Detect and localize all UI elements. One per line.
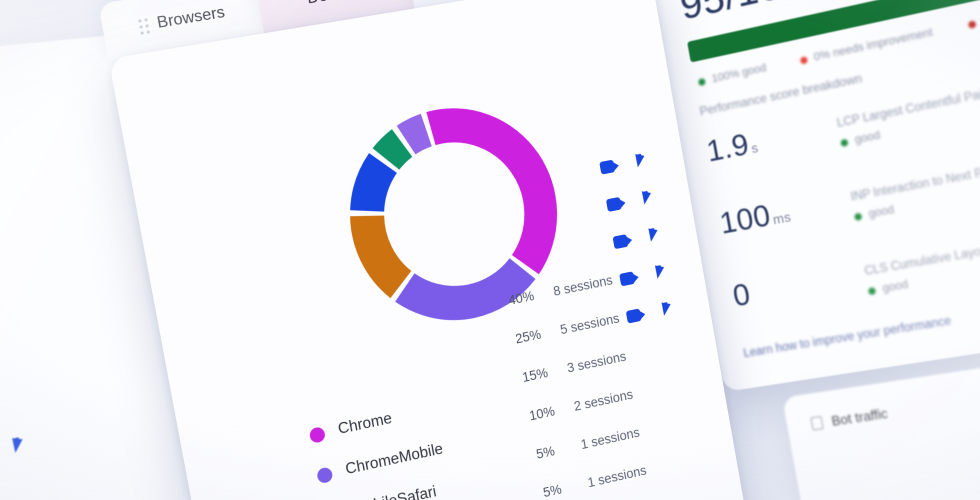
cursor-icon[interactable] [10,438,23,454]
value-percent: 5% [535,443,556,462]
value-sessions: 5 sessions [559,310,621,338]
icon-row[interactable] [625,302,671,324]
legend-poor: 0% poor [967,6,980,31]
cursor-icon[interactable] [639,191,651,206]
status-dot [840,138,849,147]
video-icon[interactable] [612,234,629,250]
icon-row[interactable] [612,228,658,250]
metric-meta: LCP Largest Contentful Paint good [835,78,980,149]
browsers-panel: Browsers Devices Chrome [54,0,793,500]
donut-segment-chromemobile[interactable] [405,264,527,313]
icon-row[interactable] [619,265,665,287]
legend-swatch [316,465,334,484]
metric-code: LCP [836,113,861,130]
value-sessions: 3 sessions [565,348,628,376]
list-item[interactable]: 1 [0,436,23,478]
donut-segment-chrome[interactable] [431,112,550,278]
legend-item-mobilesafari[interactable]: MobileSafari [323,480,452,500]
legend-swatch [967,19,977,29]
value-row: 10% 2 sessions [528,387,634,423]
legend-label: Chrome [336,409,394,438]
legend-label: ChromeMobile [344,440,445,479]
legend-swatch [799,55,808,65]
status-label: good [867,203,896,221]
video-icon[interactable] [619,271,636,287]
value-sessions: 1 sessions [579,424,641,453]
donut-segment-edge[interactable] [359,163,391,211]
bot-traffic-title: Bot traffic [810,405,889,431]
status-dot [867,286,877,295]
value-row: 5% 1 sessions [535,425,641,462]
icon-row[interactable] [599,154,645,175]
value-sessions: 2 sessions [572,386,635,414]
metric-code: CLS [863,261,889,278]
donut-segment-safari[interactable] [384,143,405,159]
status-label: good [881,278,910,295]
value-percent: 15% [521,365,550,385]
browsers-legend: Chrome ChromeMobile MobileSafari Edge Sa… [308,401,466,500]
cursor-icon[interactable] [659,302,671,317]
tab-devices-label: Devices [306,0,365,8]
tab-browsers-label: Browsers [155,3,227,32]
value-sessions: 1 sessions [586,462,648,491]
cursor-icon[interactable] [646,228,658,243]
video-icon[interactable] [599,159,616,175]
bot-traffic-label: Bot traffic [830,405,889,429]
value-row: 15% 3 sessions [521,349,627,385]
status-dot [853,212,863,221]
metric-code: INP [849,187,872,204]
drag-handle-icon[interactable] [137,17,150,35]
video-icon[interactable] [625,308,642,324]
icon-row[interactable] [605,191,651,212]
donut-segment-mobilesafari[interactable] [366,212,401,289]
value-row: 5% 1 sessions [542,463,648,500]
cursor-icon[interactable] [633,154,645,169]
value-percent: 5% [541,481,563,500]
robot-icon [810,415,824,431]
video-icon[interactable] [605,196,622,212]
metric-unit: ms [771,209,793,228]
browsers-card: Chrome ChromeMobile MobileSafari Edge Sa… [108,0,751,500]
donut-segment-other[interactable] [405,130,427,140]
value-row: 25% 5 sessions [514,311,620,347]
legend-item-chromemobile[interactable]: ChromeMobile [316,441,445,486]
status-label: good [853,129,882,147]
cursor-icon[interactable] [653,265,665,280]
metric-meta: CLS Cumulative Layout Shift good [862,231,980,298]
value-percent: 25% [514,326,543,347]
legend-swatch [308,425,326,444]
legend-label: MobileSafari [352,483,438,500]
metric-unit: s [750,139,760,157]
legend-item-chrome[interactable]: Chrome [308,401,437,445]
legend-label: 100% good [710,61,768,86]
learn-more-link[interactable]: Learn how to improve your performance [742,314,953,361]
value-percent: 10% [528,403,556,424]
metric-meta: INP Interaction to Next Paint good [848,155,980,223]
